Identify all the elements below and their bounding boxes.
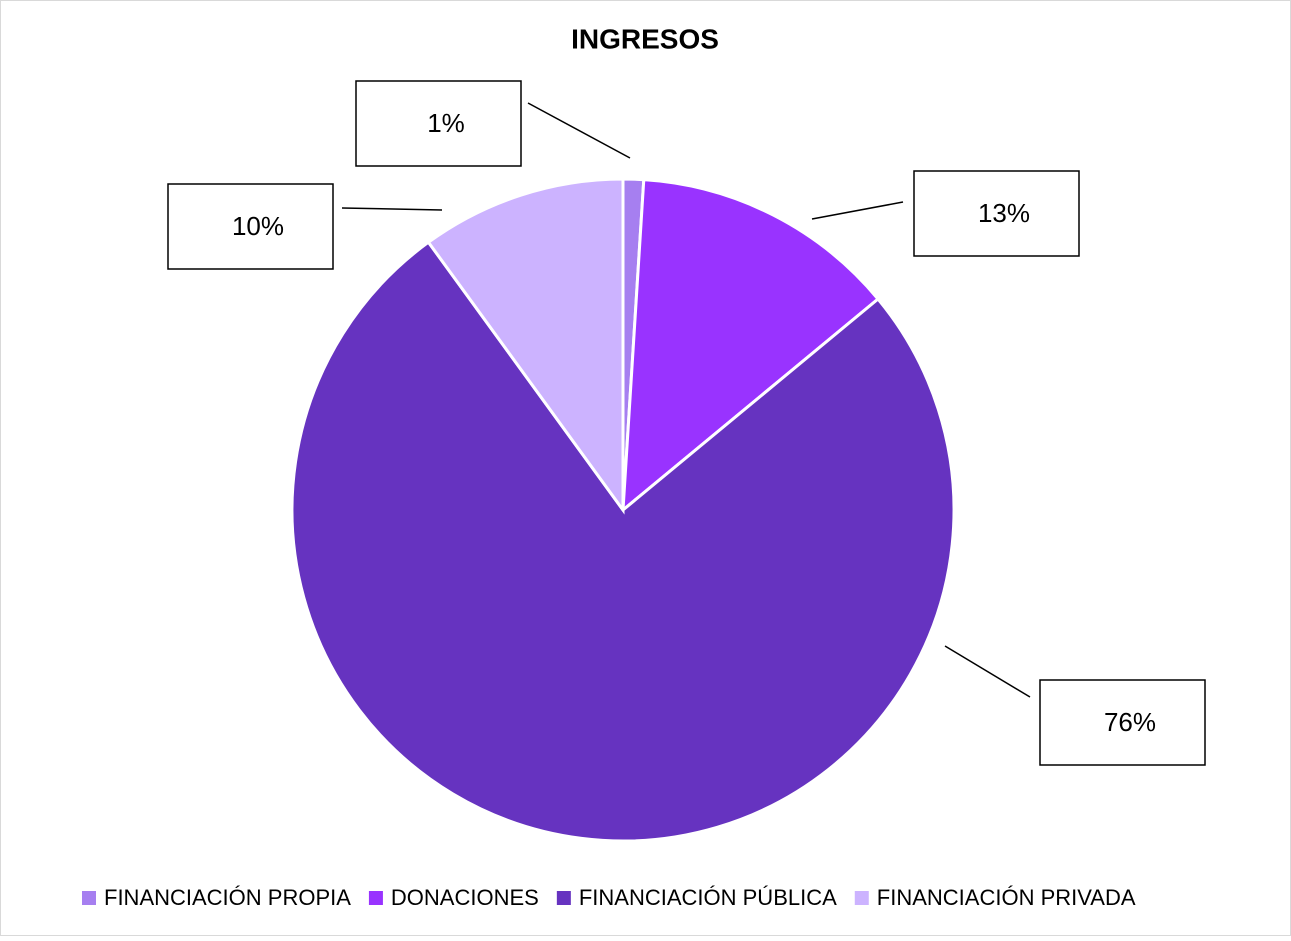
label-box	[1039, 679, 1206, 766]
leader-line	[811, 201, 904, 220]
legend-swatch	[368, 891, 383, 905]
pie-slice	[290, 240, 956, 843]
pie-slice	[426, 177, 625, 515]
label-box	[355, 80, 522, 167]
leader-line	[944, 645, 1031, 698]
legend-swatch	[556, 891, 571, 905]
legend-label: FINANCIACIÓN PROPIA	[104, 885, 351, 910]
data-label: 13%	[978, 198, 1030, 228]
data-label: 76%	[1104, 707, 1156, 737]
data-label: 10%	[232, 211, 284, 241]
label-box	[913, 170, 1080, 257]
label-box	[167, 183, 334, 270]
legend-label: DONACIONES	[391, 885, 539, 910]
pie-slice	[621, 178, 881, 514]
chart-title: INGRESOS	[571, 23, 719, 54]
legend-swatch	[854, 891, 869, 905]
legend-swatch	[82, 891, 96, 905]
leader-line	[527, 102, 631, 159]
legend-label: FINANCIACIÓN PRIVADA	[877, 885, 1136, 910]
legend-label: FINANCIACIÓN PÚBLICA	[579, 885, 837, 910]
data-label: 1%	[427, 108, 465, 138]
leader-line	[341, 207, 443, 211]
